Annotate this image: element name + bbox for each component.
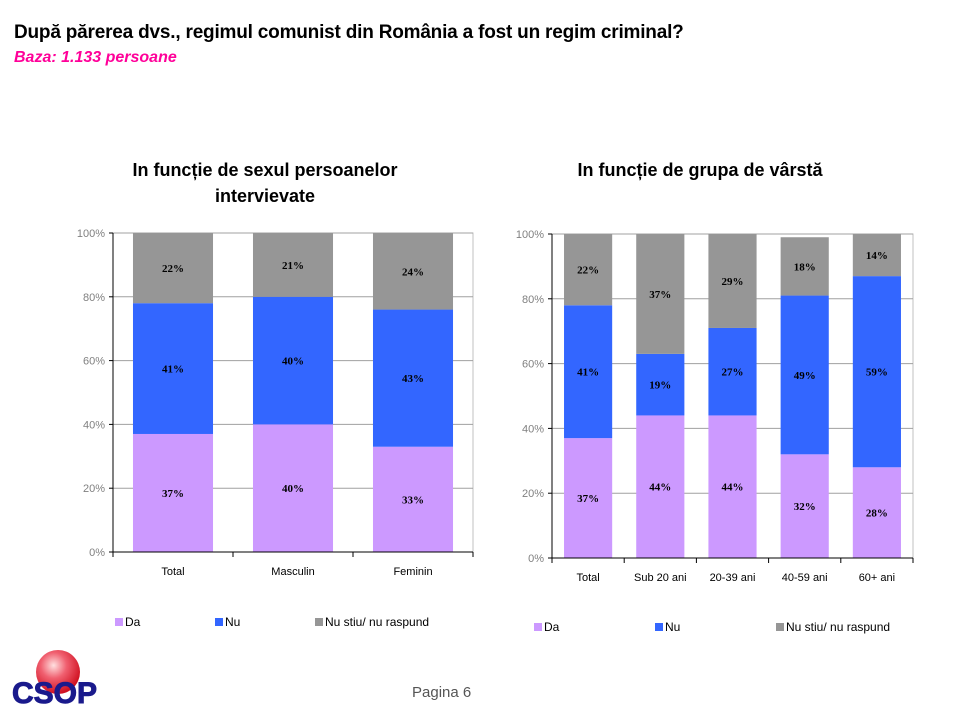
chart-2-data-label: 29% bbox=[722, 276, 744, 288]
chart-1-x-tick-label: Total bbox=[161, 566, 184, 578]
chart-2-x-tick-label: 60+ ani bbox=[859, 572, 895, 584]
chart-1-y-tick-label: 20% bbox=[83, 483, 105, 495]
chart-1-data-label: 41% bbox=[162, 364, 184, 376]
chart-1-y-tick-label: 0% bbox=[89, 547, 105, 559]
chart-2-y-tick-label: 60% bbox=[522, 359, 544, 371]
chart-2-data-label: 18% bbox=[794, 261, 816, 273]
legend-item-da: Da bbox=[115, 615, 140, 629]
chart-2-bar-segment-nu bbox=[636, 353, 685, 416]
legend-item-nu: Nu bbox=[655, 620, 680, 634]
chart-2-bar-segment-da bbox=[636, 415, 685, 558]
chart-1-bar-segment-nu-stiu-nu-raspund bbox=[132, 233, 214, 304]
legend-swatch-nu-stiu bbox=[315, 618, 323, 626]
chart-1-data-label: 40% bbox=[282, 356, 304, 368]
chart-1-y-tick-label: 40% bbox=[83, 419, 105, 431]
legend-label-da: Da bbox=[125, 615, 141, 629]
chart-1-title-line-2: intervievate bbox=[214, 186, 316, 206]
chart-1-data-label: 33% bbox=[402, 494, 424, 506]
chart-2-bar-segment-nu bbox=[708, 327, 757, 416]
chart-2-x-tick-label: 40-59 ani bbox=[782, 572, 828, 584]
chart-1-y-tick-label: 80% bbox=[83, 292, 105, 304]
chart-1-bar-segment-nu bbox=[372, 309, 454, 447]
chart-2-bar-segment-da bbox=[564, 438, 613, 558]
chart-1-data-label: 21% bbox=[282, 260, 304, 272]
chart-2-bar-segment-nu bbox=[852, 276, 901, 468]
legend-swatch-nu bbox=[215, 618, 223, 626]
chart-1-data-label: 43% bbox=[402, 373, 424, 385]
chart-2-y-tick-label: 20% bbox=[522, 488, 544, 500]
chart-2-data-label: 37% bbox=[649, 289, 671, 301]
chart-2-data-label: 41% bbox=[577, 367, 599, 379]
chart-2-bar-segment-nu-stiu-nu-raspund bbox=[708, 234, 757, 328]
chart-2-x-tick-label: Total bbox=[576, 572, 599, 584]
chart-1-title: In funcție de sexul persoanelor intervie… bbox=[80, 157, 450, 209]
legend-item-nu-stiu: Nu stiu/ nu raspund bbox=[776, 620, 890, 634]
legend-label-nu-stiu: Nu stiu/ nu raspund bbox=[325, 615, 430, 629]
chart-2-data-label: 44% bbox=[722, 482, 744, 494]
chart-2-x-tick-label: 20-39 ani bbox=[710, 572, 756, 584]
chart-2-bar-segment-nu-stiu-nu-raspund bbox=[564, 234, 613, 306]
legend-label-nu: Nu bbox=[665, 620, 681, 634]
chart-1-bar-segment-nu-stiu-nu-raspund bbox=[372, 233, 454, 310]
page-subtitle: Baza: 1.133 persoane bbox=[14, 49, 177, 66]
page-title: După părerea dvs., regimul comunist din … bbox=[14, 22, 684, 43]
chart-2-data-label: 59% bbox=[866, 367, 888, 379]
chart-1-data-label: 22% bbox=[162, 263, 184, 275]
chart-2-y-tick-label: 80% bbox=[522, 294, 544, 306]
chart-1-x-tick-label: Feminin bbox=[393, 566, 432, 578]
chart-2-bar-segment-nu bbox=[564, 305, 613, 439]
chart-1-y-tick-label: 100% bbox=[77, 228, 105, 240]
chart-1-bar-segment-nu bbox=[252, 296, 334, 425]
chart-2-data-label: 37% bbox=[577, 493, 599, 505]
chart-2-bar-segment-da bbox=[780, 454, 829, 558]
chart-2-data-label: 14% bbox=[866, 250, 888, 262]
chart-2-bar-segment-nu bbox=[780, 295, 829, 455]
chart-1-bar-segment-da bbox=[372, 446, 454, 552]
legend-label-da: Da bbox=[544, 620, 560, 634]
chart-1-data-label: 37% bbox=[162, 488, 184, 500]
chart-1-bar-segment-nu bbox=[132, 303, 214, 434]
chart-2-bar-segment-nu-stiu-nu-raspund bbox=[636, 234, 685, 354]
chart-2-x-tick-label: Sub 20 ani bbox=[634, 572, 687, 584]
chart-2-bar-segment-da bbox=[708, 415, 757, 558]
legend-item-nu: Nu bbox=[215, 615, 240, 629]
chart-2-data-label: 49% bbox=[794, 370, 816, 382]
chart-2-data-label: 28% bbox=[866, 508, 888, 520]
chart-1-y-tick-label: 60% bbox=[83, 356, 105, 368]
csop-logo: CSOP bbox=[12, 650, 98, 708]
chart-1-bar-segment-da bbox=[132, 433, 214, 552]
chart-2-y-tick-label: 100% bbox=[516, 229, 544, 241]
legend-label-nu-stiu: Nu stiu/ nu raspund bbox=[786, 620, 891, 634]
chart-1-x-tick-label: Masculin bbox=[271, 566, 314, 578]
logo-ball-icon bbox=[36, 650, 80, 694]
legend-swatch-nu-stiu bbox=[776, 623, 784, 631]
chart-2-data-label: 22% bbox=[577, 265, 599, 277]
chart-1-title-line-1: In funcție de sexul persoanelor bbox=[132, 160, 398, 180]
logo-text: CSOP bbox=[12, 677, 97, 708]
legend-swatch-da bbox=[534, 623, 542, 631]
legend-label-nu: Nu bbox=[225, 615, 241, 629]
chart-2-bar-segment-da bbox=[852, 467, 901, 558]
chart-1-data-label: 40% bbox=[282, 483, 304, 495]
legend-item-da: Da bbox=[534, 620, 559, 634]
chart-2-bar-segment-nu-stiu-nu-raspund bbox=[780, 237, 829, 296]
chart-2-y-tick-label: 0% bbox=[528, 553, 544, 565]
chart-2-title-line-1: In funcție de grupa de vârstă bbox=[577, 160, 823, 180]
chart-1-bar-segment-da bbox=[252, 424, 334, 552]
legend-swatch-nu bbox=[655, 623, 663, 631]
chart-2-title: In funcție de grupa de vârstă bbox=[510, 157, 890, 183]
chart-1-bar-segment-nu-stiu-nu-raspund bbox=[252, 233, 334, 297]
chart-2-data-label: 44% bbox=[649, 482, 671, 494]
chart-2-bar-segment-nu-stiu-nu-raspund bbox=[852, 234, 901, 277]
chart-2-data-label: 19% bbox=[649, 380, 671, 392]
legend-swatch-da bbox=[115, 618, 123, 626]
chart-1-data-label: 24% bbox=[402, 266, 424, 278]
legend-item-nu-stiu: Nu stiu/ nu raspund bbox=[315, 615, 429, 629]
chart-2-data-label: 27% bbox=[722, 367, 744, 379]
chart-2-data-label: 32% bbox=[794, 501, 816, 513]
chart-2-y-tick-label: 40% bbox=[522, 423, 544, 435]
page-number: Pagina 6 bbox=[412, 684, 472, 701]
